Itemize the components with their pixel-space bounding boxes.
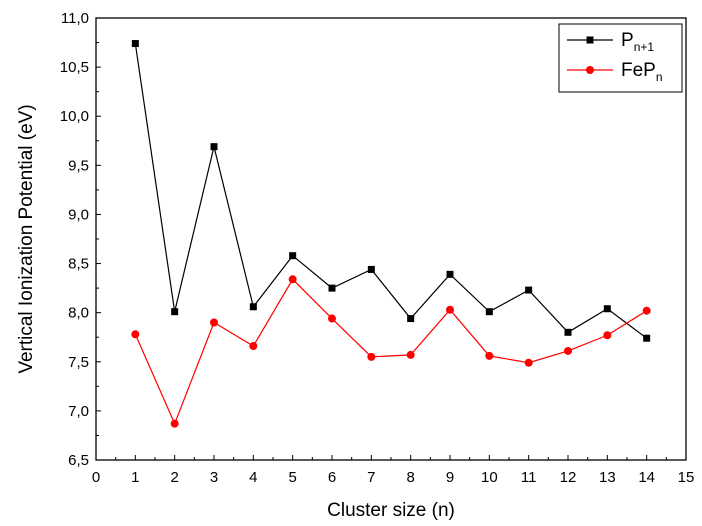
data-point: [407, 315, 415, 323]
legend-label-main: FeP: [621, 60, 656, 81]
x-tick-label: 3: [210, 469, 218, 486]
data-point: [525, 286, 533, 294]
data-point: [406, 350, 415, 359]
data-point: [328, 284, 336, 292]
data-point: [249, 303, 257, 311]
x-axis-title: Cluster size (n): [327, 500, 455, 521]
y-tick-label: 7,5: [68, 354, 89, 371]
legend-marker: [586, 66, 594, 74]
data-point: [367, 352, 376, 361]
x-tick-label: 10: [481, 469, 498, 486]
data-point: [289, 252, 297, 260]
x-tick-label: 5: [288, 469, 296, 486]
y-tick-label: 6,5: [68, 452, 89, 469]
x-tick-label: 13: [599, 469, 616, 486]
data-point: [170, 419, 179, 428]
data-point: [485, 351, 494, 360]
x-tick-label: 14: [638, 469, 655, 486]
legend-label-main: P: [621, 30, 634, 51]
data-point: [210, 143, 218, 151]
x-tick-label: 12: [560, 469, 577, 486]
data-point: [367, 265, 375, 273]
legend-label: FePn: [621, 60, 663, 84]
series-line-1: [134, 278, 647, 426]
x-tick-label: 4: [249, 469, 257, 486]
data-point: [603, 331, 612, 340]
data-point: [171, 308, 179, 316]
legend-label-subscript: n+1: [634, 40, 655, 54]
legend: Pn+1 FePn: [558, 23, 683, 93]
y-tick-label: 9,0: [68, 206, 89, 223]
data-point: [328, 314, 336, 323]
data-point: [564, 328, 572, 336]
y-tick-label: 11,0: [61, 10, 89, 27]
data-point: [564, 346, 572, 355]
y-tick-label: 10,5: [60, 59, 89, 76]
data-point: [210, 318, 218, 327]
data-point: [524, 358, 533, 367]
legend-marker: [586, 36, 594, 44]
data-point: [288, 275, 297, 284]
data-point: [603, 305, 611, 313]
series-line-0: [134, 43, 648, 339]
x-tick-label: 2: [170, 469, 178, 486]
y-tick-label: 7,0: [68, 403, 89, 420]
data-point: [643, 334, 651, 342]
y-axis: 6,5 7,0 7,5 8,0 8,5 9,0 9,5 10,0 10,5 11,0: [60, 10, 101, 469]
x-tick-label: 8: [406, 469, 414, 486]
x-axis: 0 1 2 3 4 5 6 7 8 9 10 11 12 13 14 15: [92, 455, 695, 486]
data-point: [485, 308, 493, 316]
legend-label-subscript: n: [656, 70, 663, 84]
data-point: [249, 342, 258, 351]
data-point: [446, 270, 454, 278]
y-axis-title: Vertical Ionization Potential (eV): [16, 104, 37, 373]
data-point: [446, 305, 454, 314]
series-layer: [131, 40, 651, 428]
y-tick-label: 10,0: [60, 108, 89, 125]
legend-box: [558, 23, 683, 93]
x-tick-label: 11: [521, 469, 537, 486]
data-point: [131, 330, 140, 339]
x-tick-label: 0: [92, 469, 100, 486]
y-tick-label: 8,5: [68, 256, 89, 273]
x-tick-label: 1: [131, 469, 139, 486]
x-tick-label: 15: [678, 469, 695, 486]
legend-label: Pn+1: [621, 30, 654, 54]
x-tick-label: 7: [367, 469, 375, 486]
y-tick-label: 8,0: [68, 305, 89, 322]
y-tick-label: 9,5: [68, 157, 89, 174]
data-point: [642, 306, 651, 315]
x-tick-label: 9: [446, 469, 454, 486]
data-point: [131, 40, 139, 48]
x-tick-label: 6: [328, 469, 336, 486]
